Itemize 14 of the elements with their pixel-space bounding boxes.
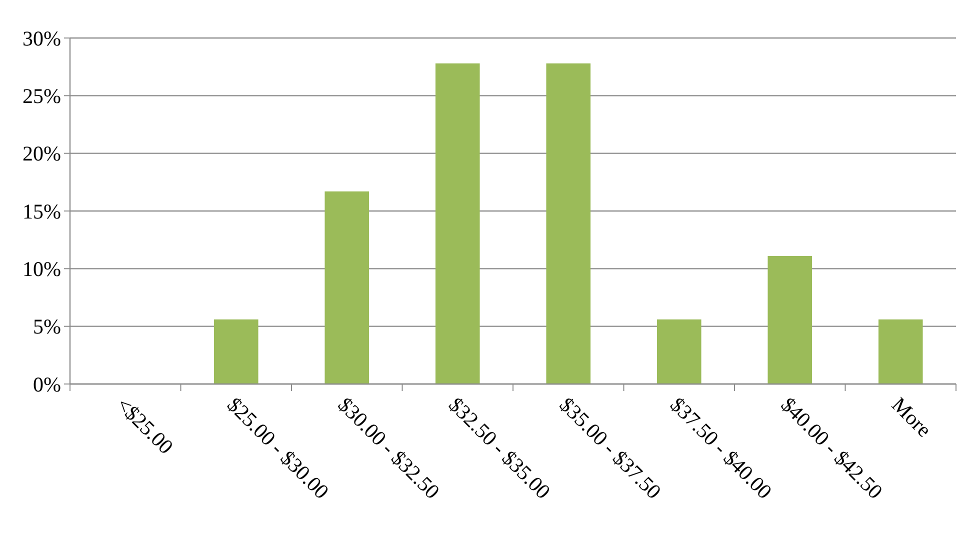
y-tick-label: 0% (33, 372, 61, 396)
y-tick-label: 15% (22, 199, 61, 224)
bar (324, 191, 370, 384)
bar (878, 319, 923, 384)
y-tick-label: 5% (33, 314, 61, 339)
y-tick-label: 10% (22, 257, 61, 282)
bar (435, 63, 480, 384)
bar (214, 319, 258, 384)
bar (656, 319, 702, 384)
y-tick-label: 20% (22, 142, 61, 166)
y-tick-label: 30% (22, 26, 61, 50)
bar (768, 256, 812, 384)
bar (546, 63, 591, 384)
y-tick-label: 25% (22, 84, 61, 108)
